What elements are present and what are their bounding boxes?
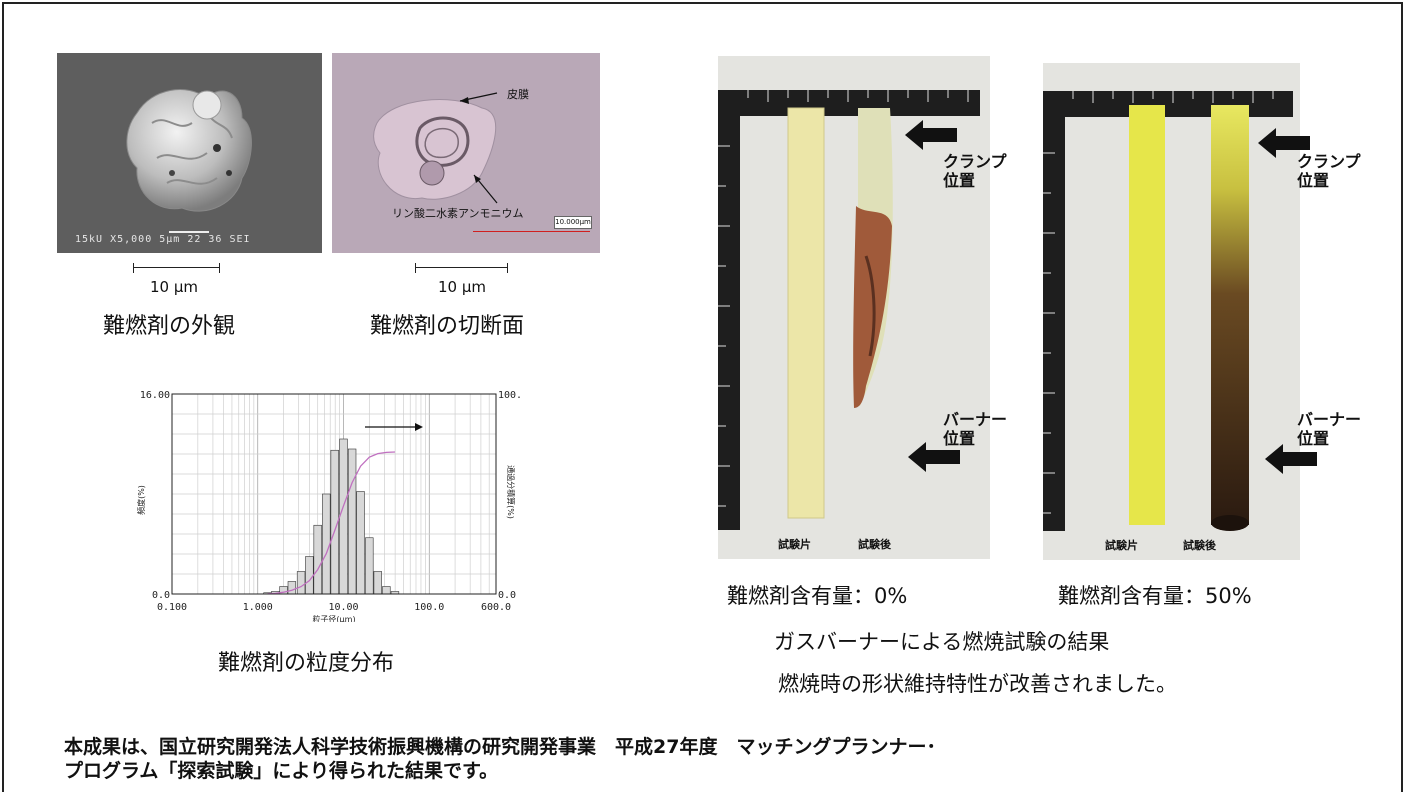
- caption-appearance: 難燃剤の外観: [103, 314, 236, 339]
- curve-axis-arrow-head: [415, 423, 423, 431]
- footer-text: 本成果は、国立研究開発法人科学技術振興機構の研究開発事業 平成27年度 マッチン…: [64, 735, 936, 783]
- content-label-left: 難燃剤含有量：0%: [727, 584, 908, 608]
- histogram-bar: [296, 571, 306, 595]
- clamp-label-right: クランプ 位置: [1297, 152, 1361, 190]
- content-label-right: 難燃剤含有量：50%: [1058, 584, 1252, 608]
- label-core: リン酸二水素アンモニウム: [392, 207, 524, 220]
- sem-image: 15kU X5,000 5μm 22 36 SEI: [57, 53, 322, 253]
- y-left-tick-top: 16.00: [140, 390, 170, 401]
- right-strip-label-2: 試験後: [1183, 539, 1216, 552]
- clamp-label-left: クランプ 位置: [943, 152, 1007, 190]
- burn-photo-right: 試験片 試験後: [1043, 63, 1300, 560]
- x-tick-3: 100.0: [414, 602, 444, 613]
- right-strip-label-1: 試験片: [1105, 539, 1138, 552]
- scale-bar-left: [133, 263, 220, 273]
- x-tick-1: 1.000: [243, 602, 273, 613]
- burner-label-right: バーナー 位置: [1297, 410, 1362, 448]
- cross-section-illustration: [373, 92, 498, 204]
- y-left-label: 頻度(%): [136, 485, 146, 515]
- burn-test-title: ガスバーナーによる燃焼試験の結果: [774, 630, 1110, 654]
- xsec-scale-box: 10.000μm: [554, 216, 592, 229]
- burner-arrow-right-icon: [1265, 444, 1317, 474]
- footer-line-2: プログラム「探索試験」により得られた結果です。: [64, 760, 499, 782]
- histogram-bar: [287, 581, 297, 595]
- histogram-bar: [365, 537, 374, 595]
- xsec-scale-line: [473, 231, 590, 232]
- cross-section-image: 皮膜 リン酸二水素アンモニウム 10.000μm: [332, 53, 600, 253]
- burn-test-note: 燃焼時の形状維持特性が改善されました。: [778, 672, 1177, 696]
- histogram-bar: [339, 438, 348, 595]
- y-right-tick-top: 100.0: [498, 390, 520, 401]
- x-tick-2: 10.00: [328, 602, 358, 613]
- x-axis-label: 粒子径(μm): [312, 614, 355, 622]
- scale-label-left: 10 μm: [150, 278, 199, 296]
- scale-label-right: 10 μm: [438, 278, 487, 296]
- histogram-bar: [382, 586, 391, 595]
- burn-photo-left: 試験片 試験後: [718, 56, 990, 559]
- plot-frame: [171, 393, 497, 595]
- histogram-bar: [347, 448, 357, 595]
- sem-info-text: 15kU X5,000 5μm 22 36 SEI: [75, 234, 251, 245]
- left-strip-label-2: 試験後: [858, 538, 891, 551]
- histogram-bar: [305, 556, 314, 595]
- label-skin: 皮膜: [507, 88, 529, 101]
- clamp-arrow-right-icon: [1258, 128, 1310, 158]
- burner-arrow-left-icon: [908, 442, 960, 472]
- histogram-bar: [322, 493, 331, 595]
- histogram-bars: [263, 438, 400, 595]
- particle-size-histogram: 16.00 0.0 100.0 0.0 0.100 1.000 10.00 10…: [110, 382, 528, 624]
- x-tick-4: 600.0: [481, 602, 511, 613]
- photo-right-illustration: [1043, 63, 1300, 560]
- cumulative-curve: [267, 451, 395, 595]
- caption-histogram: 難燃剤の粒度分布: [218, 651, 395, 676]
- footer-line-1: 本成果は、国立研究開発法人科学技術振興機構の研究開発事業 平成27年度 マッチン…: [64, 736, 936, 758]
- burner-label-left: バーナー 位置: [943, 410, 1008, 448]
- caption-cross-section: 難燃剤の切断面: [370, 314, 525, 339]
- histogram-bar: [356, 491, 365, 595]
- particle-illustration: [126, 89, 252, 212]
- histogram-bar: [313, 524, 322, 595]
- y-right-label: 通過分積算(%): [506, 465, 516, 519]
- clamp-arrow-left-icon: [905, 120, 957, 150]
- y-right-tick-bottom: 0.0: [498, 590, 516, 601]
- histogram-bar: [373, 571, 382, 595]
- y-left-tick-bottom: 0.0: [152, 590, 170, 601]
- x-tick-0: 0.100: [157, 602, 187, 613]
- sem-scalebar: [169, 231, 209, 233]
- left-strip-label-1: 試験片: [778, 538, 811, 551]
- scale-bar-right: [415, 263, 508, 273]
- histogram-svg: 16.00 0.0 100.0 0.0 0.100 1.000 10.00 10…: [136, 390, 528, 624]
